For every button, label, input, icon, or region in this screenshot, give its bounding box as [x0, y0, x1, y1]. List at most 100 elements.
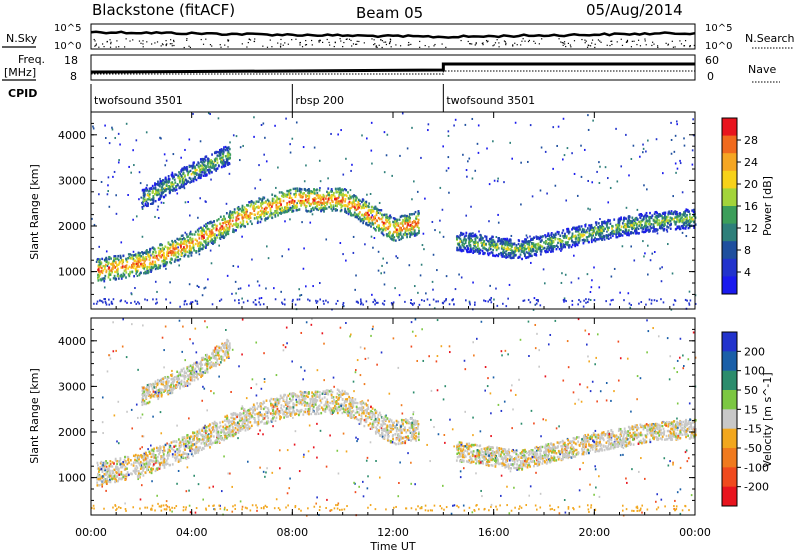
band-cell	[109, 278, 112, 281]
scatter-cell	[242, 144, 244, 147]
band-cell	[577, 238, 580, 241]
nsearch-point	[388, 42, 391, 45]
scatter-cell	[132, 149, 134, 152]
band-cell	[214, 151, 216, 154]
band-cell	[676, 218, 679, 221]
band-cell	[483, 240, 485, 243]
band-cell	[167, 175, 170, 178]
scatter-cell	[108, 142, 111, 145]
band-cell	[373, 215, 376, 218]
scatter-cell	[539, 189, 542, 192]
band-cell	[374, 229, 377, 232]
band-cell	[220, 233, 222, 236]
band-cell	[117, 263, 120, 267]
band-cell	[387, 226, 390, 229]
band-cell	[482, 252, 485, 256]
band-cell	[227, 232, 229, 235]
band-cell	[640, 219, 643, 222]
nsearch-point	[350, 39, 352, 42]
ground-cell	[362, 303, 364, 306]
scatter-cell	[218, 244, 220, 247]
band-cell	[307, 209, 310, 213]
scatter-cell	[411, 198, 413, 201]
scatter-cell	[628, 174, 630, 177]
band-cell	[207, 161, 209, 165]
band-cell	[111, 262, 113, 266]
band-cell	[162, 262, 165, 266]
band-cell	[684, 221, 687, 224]
nsearch-point	[585, 40, 587, 42]
band-cell	[184, 253, 186, 257]
scatter-cell	[163, 366, 165, 369]
band-cell	[564, 242, 567, 246]
band-cell	[531, 242, 534, 246]
ground-cell	[383, 303, 385, 306]
ground-cell	[420, 299, 423, 302]
band-cell	[154, 186, 157, 189]
band-cell	[312, 198, 315, 202]
band-cell	[298, 193, 301, 196]
band-cell	[656, 223, 659, 227]
band-cell	[483, 251, 486, 255]
band-cell	[529, 247, 531, 250]
scatter-cell	[678, 356, 681, 359]
scatter-cell	[643, 184, 645, 187]
band-cell	[112, 263, 115, 266]
band-cell	[475, 249, 478, 252]
band-cell	[194, 169, 197, 172]
band-cell	[687, 210, 690, 213]
band-cell	[514, 250, 517, 253]
scatter-cell	[688, 290, 691, 293]
band-cell	[655, 214, 658, 218]
scatter-cell	[355, 416, 357, 419]
scatter-cell	[669, 460, 671, 463]
band-cell	[490, 240, 492, 243]
band-cell	[190, 165, 192, 168]
band-cell	[188, 245, 191, 248]
band-cell	[206, 224, 208, 228]
scatter-cell	[497, 177, 499, 180]
band-cell	[105, 270, 108, 274]
nsearch-point	[333, 45, 335, 48]
band-cell	[632, 222, 634, 225]
ground-cell	[242, 301, 245, 304]
band-cell	[224, 229, 227, 232]
band-cell	[464, 239, 467, 243]
nsearch-point	[262, 45, 264, 47]
scatter-cell	[468, 300, 471, 303]
band-cell	[324, 197, 327, 200]
scatter-cell	[107, 190, 109, 193]
band-cell	[138, 272, 141, 276]
band-cell	[545, 239, 547, 243]
scatter-cell	[139, 498, 142, 501]
scatter-cell	[302, 378, 304, 381]
band-cell	[100, 270, 102, 273]
scatter-cell	[243, 409, 245, 412]
scatter-cell	[345, 321, 347, 324]
scatter-cell	[398, 481, 400, 484]
band-cell	[529, 254, 532, 258]
band-cell	[250, 203, 253, 206]
scatter-cell	[349, 189, 352, 192]
scatter-cell	[280, 290, 282, 293]
band-cell	[558, 239, 561, 242]
scatter-cell	[420, 156, 422, 159]
scatter-cell	[587, 114, 589, 117]
band-cell	[301, 199, 304, 203]
ground-cell	[98, 299, 101, 302]
band-cell	[207, 242, 210, 245]
band-cell	[172, 251, 175, 254]
nsearch-point	[505, 44, 507, 46]
band-cell	[164, 189, 167, 192]
scatter-cell	[112, 321, 114, 324]
nsearch-point	[318, 40, 320, 42]
band-cell	[217, 229, 220, 232]
band-cell	[257, 211, 260, 214]
band-cell	[300, 201, 303, 205]
y-tick-label: 1000	[58, 266, 86, 279]
band-cell	[188, 241, 191, 244]
scatter-cell	[329, 509, 332, 512]
band-cell	[152, 187, 155, 190]
band-cell	[615, 235, 618, 239]
band-cell	[128, 274, 131, 278]
